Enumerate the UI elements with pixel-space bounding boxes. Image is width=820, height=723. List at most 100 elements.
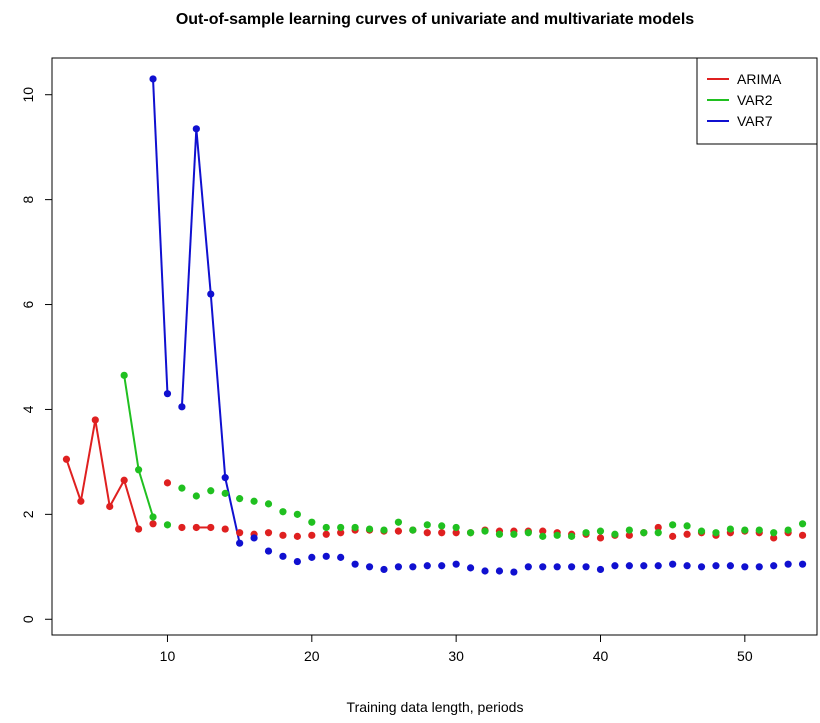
var7-point [308,553,316,561]
arima-point [423,529,431,537]
var2-point [279,508,287,516]
arima-point [308,531,316,539]
var2-point [654,529,662,537]
chart-title: Out-of-sample learning curves of univari… [176,11,694,28]
arima-point [149,520,157,528]
var7-point [337,553,345,561]
y-tick-label: 6 [20,300,36,308]
var2-point [394,518,403,526]
arima-point [135,525,143,533]
var2-line-segment [123,375,140,470]
arima-point [322,530,330,538]
var2-point [380,526,388,534]
var7-line-segment [209,293,227,478]
var2-point [163,521,172,529]
var2-point [582,529,590,537]
arima-point [394,527,403,535]
var7-point [524,563,532,571]
arima-point [77,497,85,505]
series-lines [65,78,241,544]
arima-point [798,531,807,539]
arima-point [452,529,460,537]
var7-point [697,563,706,571]
var7-point [452,560,460,568]
arima-line-segment [94,419,111,507]
var2-point [120,371,128,379]
var7-point [726,562,734,570]
arima-point [337,529,345,537]
x-tick-label: 40 [593,648,609,664]
arima-point [207,523,215,532]
y-tick-label: 8 [20,196,36,204]
legend-label-var2: VAR2 [737,92,773,108]
var2-point [596,527,605,535]
var7-point [596,565,605,574]
var7-point [264,547,273,555]
arima-point [438,529,446,537]
y-axis: 0 2 4 6 8 10 [20,87,52,623]
var7-point [380,565,388,574]
var7-point [466,564,475,572]
arima-point [62,455,71,463]
x-axis: 10 20 30 40 50 [160,635,753,664]
var7-point [394,563,403,571]
var2-point [524,529,532,537]
var7-point [250,534,258,542]
var7-point [640,562,648,570]
x-tick-label: 20 [304,648,320,664]
var2-point [466,529,475,537]
var2-point [798,520,807,528]
var7-point [553,563,561,571]
var2-point [539,532,547,540]
arima-point [654,523,662,532]
series-points [62,75,807,576]
var7-point [178,403,186,411]
var2-point [784,526,792,534]
y-tick-label: 0 [20,615,36,623]
var2-point [611,530,619,538]
var7-point [741,563,749,571]
var2-point [683,522,691,530]
y-tick-label: 2 [20,510,36,518]
var7-point [669,560,677,568]
var7-point [611,562,619,570]
x-tick-label: 30 [448,648,464,664]
var7-point [495,567,504,575]
legend-label-var7: VAR7 [737,113,773,129]
plot-frame [51,57,818,636]
arima-point [683,530,691,538]
arima-point [625,531,633,539]
var2-point [697,527,706,535]
var2-point [568,532,576,540]
var7-point [539,563,547,571]
var7-point [438,562,446,570]
var2-point [409,526,417,534]
var2-point [178,484,186,492]
arima-point [770,534,778,542]
var2-point [452,523,460,532]
var2-point [770,529,778,537]
arima-point [120,476,128,484]
var2-point [149,513,157,521]
arima-point [669,532,677,540]
var7-point [798,560,807,568]
var7-point [192,125,200,133]
x-tick-label: 50 [737,648,753,664]
var7-point [510,568,518,576]
y-tick-label: 4 [20,405,36,413]
var2-point [423,521,431,529]
arima-line-segment [108,479,126,507]
arima-point [236,529,244,537]
var7-point [351,560,359,568]
x-tick-label: 10 [160,648,176,664]
legend[interactable]: ARIMA VAR2 VAR7 [696,57,818,145]
var7-point [149,75,157,83]
var2-point [308,518,316,526]
var2-point [712,529,720,537]
var7-point [365,563,374,571]
var7-point [221,474,229,482]
var2-point [481,527,489,535]
var2-point [510,530,518,538]
var2-point [192,492,200,500]
var2-point [264,500,273,508]
